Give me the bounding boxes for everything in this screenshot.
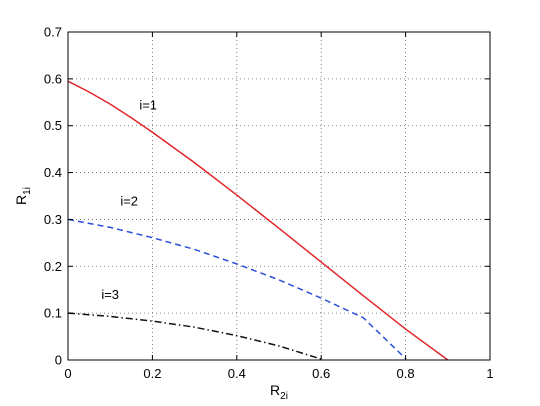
- annotation-label-2: i=2: [120, 193, 138, 208]
- x-tick-label: 0.8: [397, 366, 415, 381]
- y-tick-label: 0.2: [44, 259, 62, 274]
- plot-frame: [67, 31, 491, 361]
- x-axis-label-main: R: [270, 382, 280, 398]
- series-line-3: [67, 312, 322, 360]
- annotation-label-1: i=1: [139, 97, 157, 112]
- x-tick-label: 1: [486, 366, 493, 381]
- y-tick-label: 0.3: [44, 212, 62, 227]
- y-axis-label-main: R: [13, 195, 29, 205]
- x-tick-label: 0: [64, 366, 71, 381]
- y-tick-label: 0.1: [44, 306, 62, 321]
- x-tick-labels: 0 0.2 0.4 0.6 0.8 1: [64, 366, 493, 381]
- y-tick-label: 0.6: [44, 71, 62, 86]
- y-tick-labels: 0 0.1 0.2 0.3 0.4 0.5 0.6 0.7: [44, 25, 62, 368]
- y-tick-label: 0.5: [44, 118, 62, 133]
- x-tick-label: 0.6: [312, 366, 330, 381]
- series-line-1: [67, 80, 449, 361]
- series-layer: [67, 80, 449, 361]
- y-tick-label: 0.7: [44, 25, 62, 40]
- y-tick-label: 0: [55, 353, 62, 368]
- series-line-2: [67, 218, 407, 360]
- y-axis-label: R1i: [13, 187, 33, 205]
- y-tick-label: 0.4: [44, 165, 62, 180]
- annotation-label-3: i=3: [101, 287, 119, 302]
- tick-marks: [67, 31, 491, 361]
- x-tick-label: 0.4: [228, 366, 246, 381]
- annotations: i=1 i=2 i=3: [101, 97, 157, 302]
- y-axis-label-sub: 1i: [22, 187, 33, 195]
- x-tick-label: 0.2: [143, 366, 161, 381]
- x-axis-label: R2i: [270, 382, 288, 402]
- x-axis-label-sub: 2i: [280, 391, 288, 402]
